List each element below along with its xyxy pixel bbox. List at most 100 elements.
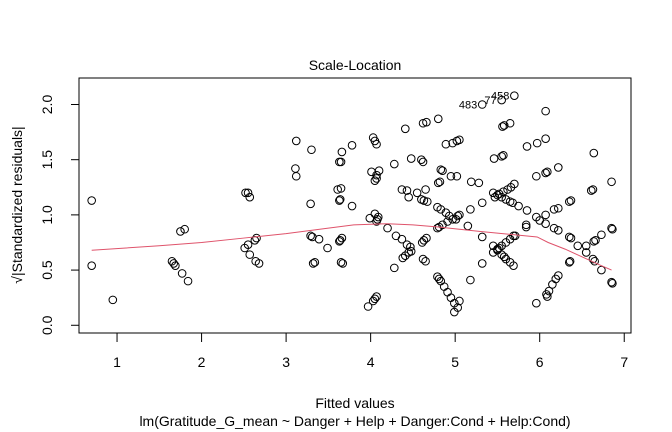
data-point [436, 165, 446, 174]
data-point [404, 248, 413, 257]
data-point [422, 117, 431, 127]
data-point [543, 167, 552, 177]
data-point [252, 233, 261, 243]
data-point [108, 295, 118, 305]
data-point [180, 224, 189, 234]
data-point [422, 233, 431, 243]
data-point [169, 259, 178, 268]
data-point [463, 221, 473, 231]
data-point [510, 231, 520, 241]
data-point [608, 224, 617, 234]
data-point [441, 139, 451, 149]
data-point [474, 178, 484, 188]
data-point [521, 222, 531, 232]
data-point [489, 154, 499, 163]
data-point [589, 148, 599, 158]
data-point [510, 91, 519, 100]
data-point [564, 232, 574, 242]
smoother [91, 223, 612, 271]
data-point [306, 231, 315, 241]
data-point [488, 188, 498, 198]
x-tick-label: 5 [451, 354, 459, 370]
point-label: 77 [484, 95, 496, 107]
data-point [448, 138, 457, 148]
data-point [597, 230, 606, 240]
data-point [509, 261, 518, 270]
data-point [466, 275, 475, 285]
data-point [87, 196, 96, 205]
data-point [402, 186, 412, 195]
data-point [347, 141, 357, 150]
data-point [406, 242, 415, 252]
data-point [374, 166, 384, 176]
data-point [291, 164, 300, 173]
data-point [439, 282, 449, 291]
data-point [510, 179, 519, 189]
data-point [499, 150, 508, 160]
data-point [564, 197, 574, 206]
data-point [337, 147, 347, 157]
data-point [549, 205, 559, 214]
data-point [522, 142, 532, 151]
data-point [397, 185, 407, 194]
data-point [541, 168, 550, 178]
data-point [336, 258, 346, 267]
data-point [499, 252, 509, 262]
data-point [586, 186, 596, 195]
data-point [607, 223, 616, 233]
data-point [433, 114, 443, 124]
data-point [455, 210, 464, 220]
data-point [383, 223, 392, 233]
data-point [421, 256, 430, 266]
data-point [435, 177, 445, 187]
data-point [566, 196, 576, 205]
data-point [498, 122, 507, 131]
data-point [452, 171, 462, 181]
data-point [532, 138, 542, 148]
data-point [554, 203, 563, 213]
data-point [607, 277, 616, 287]
data-point [494, 189, 504, 199]
data-point [452, 136, 462, 146]
data-point [494, 243, 504, 253]
data-point [245, 192, 255, 202]
data-point [243, 240, 253, 249]
data-point [532, 298, 541, 308]
data-point [335, 157, 344, 167]
model-subtitle: lm(Gratitude_G_mean ~ Danger + Help + Da… [139, 413, 570, 429]
data-point [608, 279, 617, 288]
x-tick-label: 6 [536, 354, 544, 370]
data-point [497, 95, 506, 105]
data-point [314, 234, 324, 244]
data-point [87, 261, 96, 270]
data-point [477, 100, 487, 109]
data-point [404, 192, 413, 202]
data-point [466, 205, 475, 214]
data-point [564, 258, 574, 267]
y-axis-label: √|Standardized residuals| [9, 126, 25, 283]
data-point [307, 145, 316, 155]
smoother-line [91, 223, 612, 271]
data-point [422, 197, 432, 206]
data-point [254, 259, 264, 268]
data-point [418, 118, 428, 128]
data-point [581, 248, 591, 257]
data-point [370, 136, 380, 146]
data-point [291, 171, 301, 181]
data-point [541, 134, 550, 144]
data-point [363, 302, 373, 311]
data-point [477, 259, 487, 268]
x-axis-label: Fitted values [315, 395, 394, 411]
data-point [336, 184, 346, 193]
data-point [370, 176, 380, 185]
data-point [335, 195, 345, 204]
data-point [176, 227, 185, 236]
data-point [541, 106, 550, 116]
data-point [372, 170, 381, 180]
data-point [373, 214, 382, 224]
data-point [310, 258, 320, 267]
data-point [566, 233, 576, 243]
data-point [541, 210, 550, 220]
